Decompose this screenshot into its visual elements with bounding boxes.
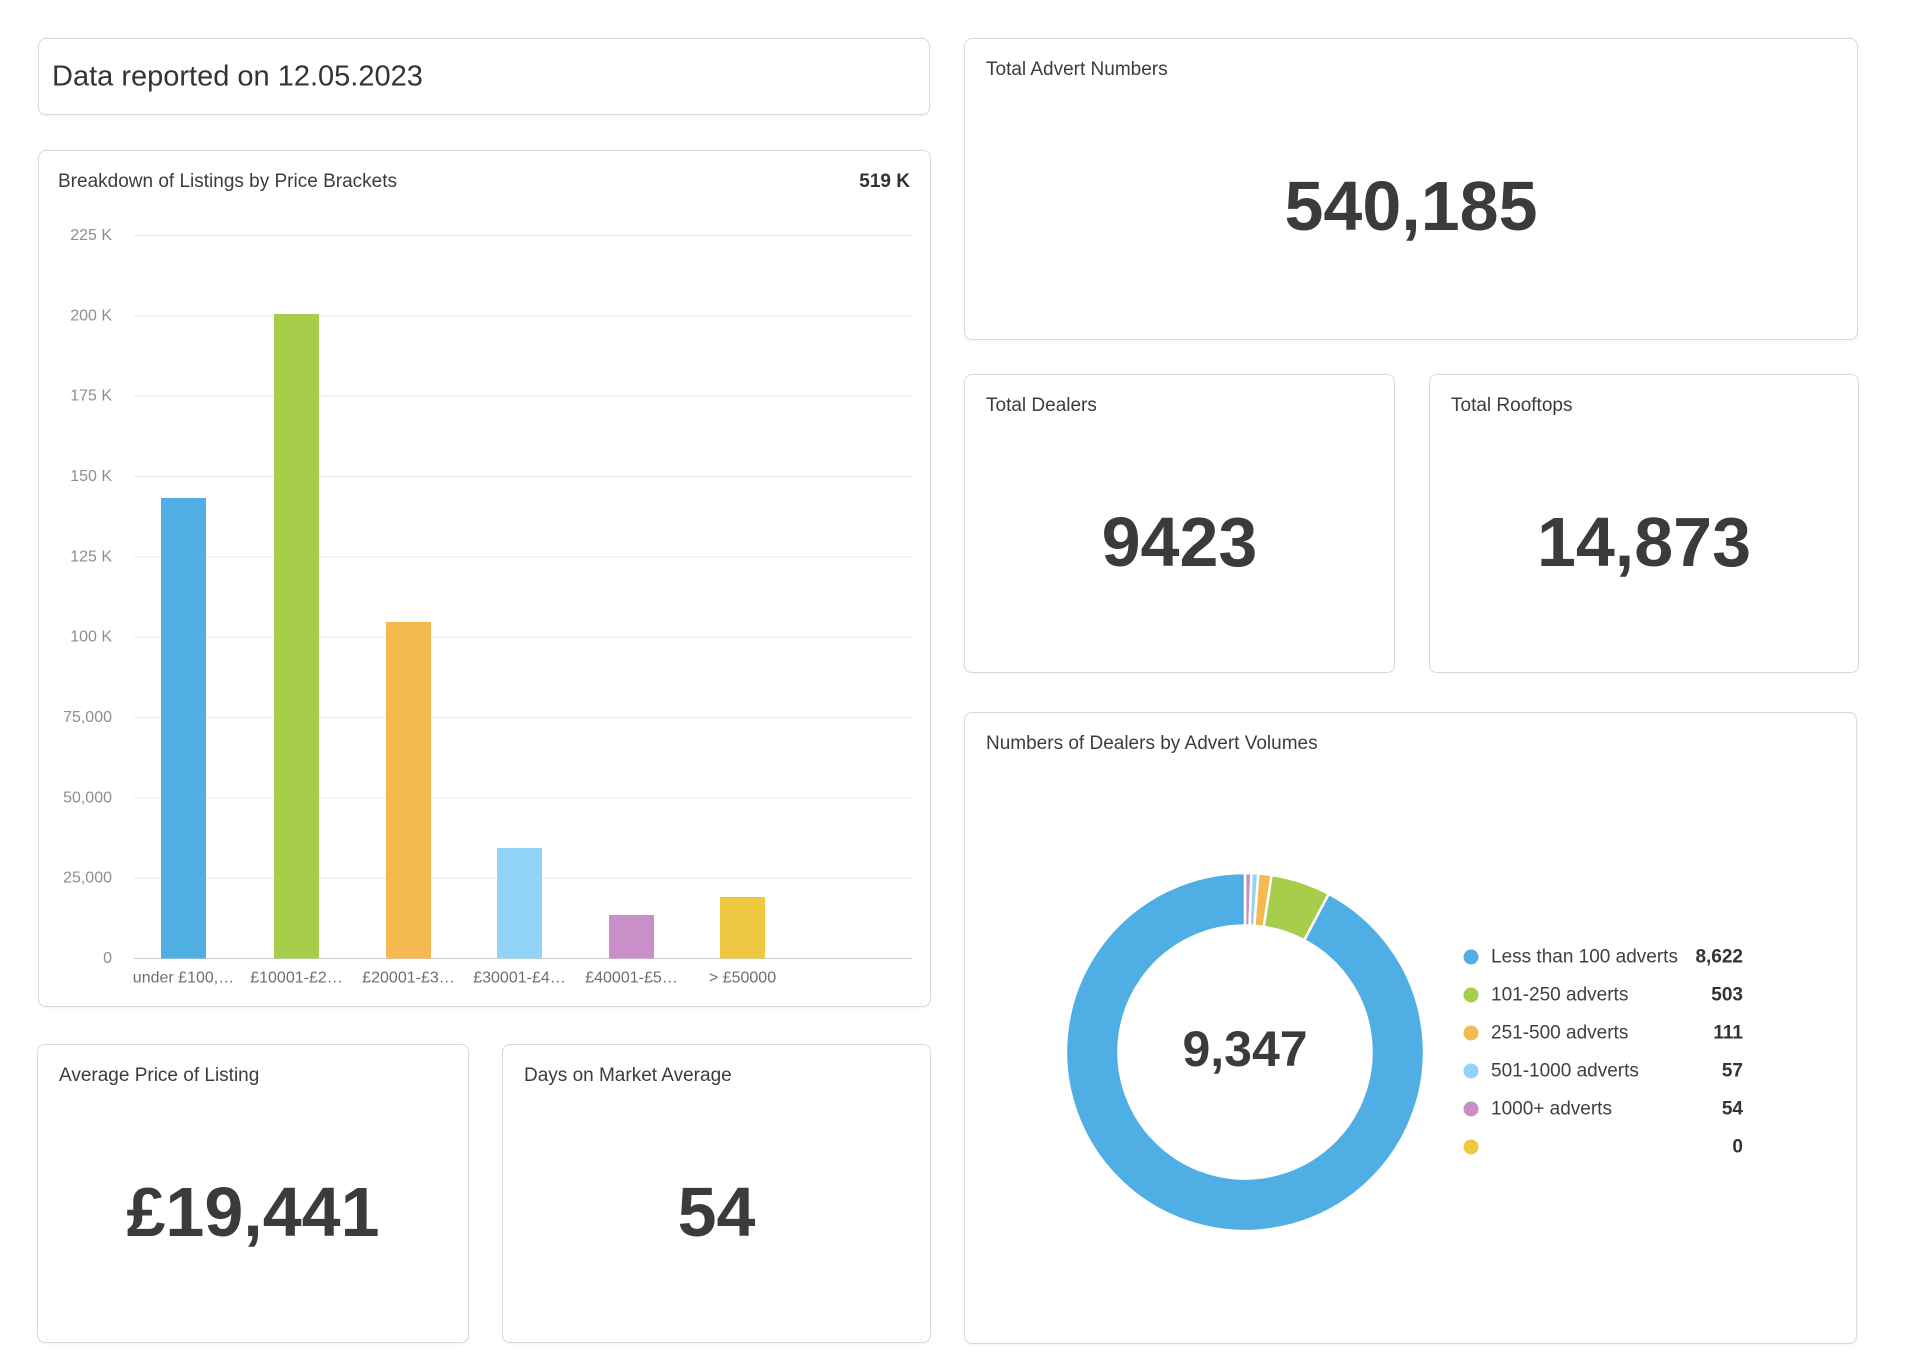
svg-text:54: 54 bbox=[1722, 1099, 1744, 1120]
svg-text:501-1000 adverts: 501-1000 adverts bbox=[1491, 1061, 1639, 1082]
svg-text:under £100,…: under £100,… bbox=[133, 970, 234, 987]
svg-text:101-250 adverts: 101-250 adverts bbox=[1491, 985, 1628, 1006]
svg-text:£40001-£5…: £40001-£5… bbox=[585, 970, 678, 987]
svg-text:£20001-£3…: £20001-£3… bbox=[362, 970, 455, 987]
svg-text:25,000: 25,000 bbox=[63, 870, 112, 887]
svg-text:> £50000: > £50000 bbox=[709, 970, 776, 987]
svg-text:200 K: 200 K bbox=[70, 307, 112, 324]
svg-text:57: 57 bbox=[1722, 1061, 1743, 1082]
svg-text:Less than 100 adverts: Less than 100 adverts bbox=[1491, 947, 1678, 968]
svg-text:125 K: 125 K bbox=[70, 548, 112, 565]
svg-text:0: 0 bbox=[103, 950, 112, 967]
svg-text:100 K: 100 K bbox=[70, 629, 112, 646]
svg-text:1000+ adverts: 1000+ adverts bbox=[1491, 1099, 1612, 1120]
svg-text:251-500 adverts: 251-500 adverts bbox=[1491, 1023, 1628, 1044]
svg-text:8,622: 8,622 bbox=[1695, 947, 1743, 968]
svg-text:150 K: 150 K bbox=[70, 468, 112, 485]
svg-text:£10001-£2…: £10001-£2… bbox=[250, 970, 343, 987]
svg-text:503: 503 bbox=[1711, 985, 1743, 1006]
svg-text:75,000: 75,000 bbox=[63, 709, 112, 726]
svg-text:225 K: 225 K bbox=[70, 227, 112, 244]
svg-text:50,000: 50,000 bbox=[63, 789, 112, 806]
svg-text:9,347: 9,347 bbox=[1182, 1021, 1307, 1077]
svg-text:111: 111 bbox=[1713, 1023, 1743, 1044]
svg-text:175 K: 175 K bbox=[70, 388, 112, 405]
svg-text:0: 0 bbox=[1732, 1137, 1743, 1158]
svg-text:£30001-£4…: £30001-£4… bbox=[473, 970, 566, 987]
